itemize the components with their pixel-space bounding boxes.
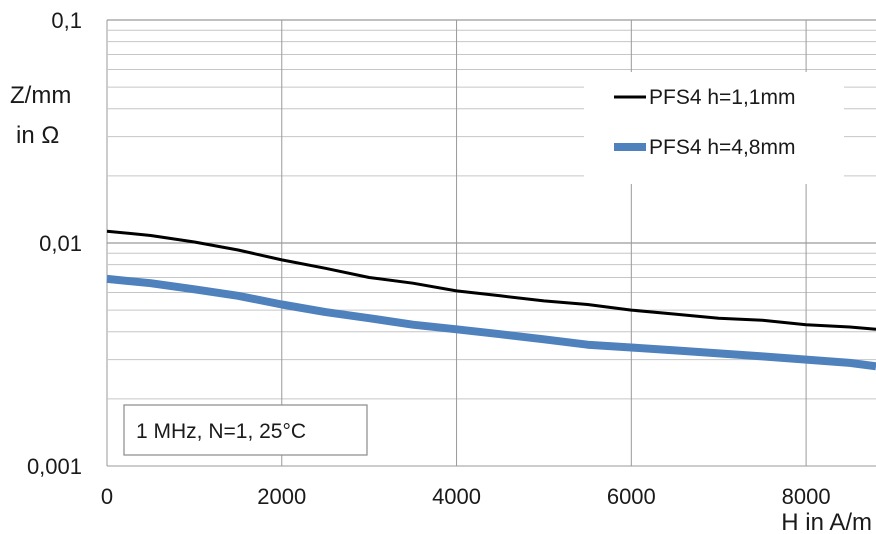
series-lines <box>106 229 876 371</box>
legend-label-pfs4-h4-8mm: PFS4 h=4,8mm <box>649 136 795 159</box>
x-tick-label: 8000 <box>782 484 831 509</box>
legend-label-pfs4-h1-1mm: PFS4 h=1,1mm <box>649 86 795 109</box>
y-tick-label: 0,01 <box>39 231 82 256</box>
x-tick-label: 6000 <box>607 484 656 509</box>
x-tick-label: 4000 <box>432 484 481 509</box>
x-tick-label: 2000 <box>257 484 306 509</box>
annotation-frame <box>123 404 368 456</box>
x-axis-label: H in A/m <box>781 509 872 534</box>
series-line-pfs4-h4-8mm <box>106 274 876 371</box>
y-tick-label: 0,1 <box>51 8 82 33</box>
y-axis-label: Z/mm in Ω <box>10 82 71 149</box>
y-axis-label-line-2: in Ω <box>16 122 59 149</box>
x-tick-label: 0 <box>101 484 113 509</box>
legend: PFS4 h=1,1mm PFS4 h=4,8mm <box>584 72 844 184</box>
legend-box <box>584 72 844 184</box>
tick-labels: 0 2000 4000 6000 8000 0,001 0,01 0,1 <box>27 8 831 509</box>
series-line-pfs4-h1-1mm <box>106 229 876 331</box>
annotation-text: 1 MHz, N=1, 25°C <box>136 420 306 443</box>
y-tick-label: 0,001 <box>27 454 82 479</box>
y-axis-label-line-1: Z/mm <box>10 82 71 109</box>
annotation-box: 1 MHz, N=1, 25°C <box>123 404 368 456</box>
